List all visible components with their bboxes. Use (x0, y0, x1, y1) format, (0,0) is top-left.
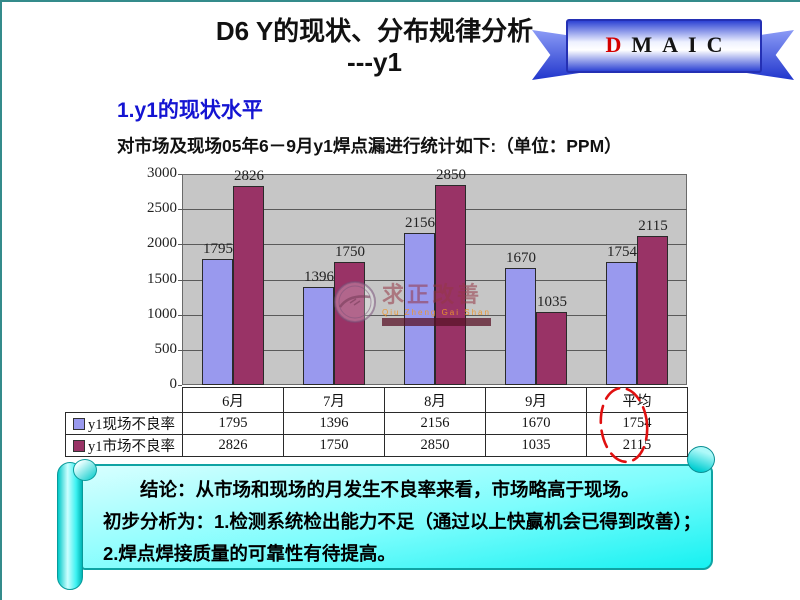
dmaic-letter: I (688, 32, 697, 57)
y-axis-tick (178, 385, 182, 386)
y-axis-tick (178, 209, 182, 210)
table-category-header: 7月 (283, 387, 385, 413)
conclusion-panel: 结论：从市场和现场的月发生不良率来看，市场略高于现场。初步分析为：1.检测系统检… (81, 464, 713, 570)
table-category-header: 8月 (384, 387, 486, 413)
y-axis-tick-label: 3000 (147, 165, 177, 181)
y-axis-tick (178, 244, 182, 245)
dmaic-letter: C (706, 32, 723, 57)
y-axis-tick-label: 2000 (147, 235, 177, 251)
y-axis-tick (178, 350, 182, 351)
watermark-text: 求正改善 Qiu Zheng Gai Shan (382, 277, 491, 326)
bar-s2-c4 (536, 312, 567, 385)
y-axis-tick (178, 315, 182, 316)
bar-value-label: 2115 (638, 218, 668, 234)
table-row: y1市场不良率 2826 1750 2850 1035 2115 (65, 434, 688, 457)
bar-s1-c3 (404, 233, 435, 385)
table-value-cell: 2156 (384, 412, 486, 435)
table-row: y1现场不良率 1795 1396 2156 1670 1754 (65, 412, 688, 435)
watermark-logo-icon (334, 280, 376, 323)
statement-text: 对市场及现场05年6－9月y1焊点漏进行统计如下:（单位：PPM） (117, 136, 622, 156)
watermark-name: 求正改善 (382, 282, 483, 307)
table-corner-cell (66, 388, 183, 413)
bar-value-label: 2156 (405, 215, 435, 231)
bar-s1-c1 (202, 259, 233, 385)
bar-s1-c4 (505, 268, 536, 385)
y-axis-tick (178, 174, 182, 175)
bar-value-label: 1035 (537, 294, 567, 310)
y-axis-tick-label: 500 (154, 341, 178, 357)
table-value-cell: 2850 (384, 434, 486, 457)
dmaic-letter: M (631, 32, 653, 57)
conclusion-line: 2.焊点焊接质量的可靠性有待提高。 (103, 543, 396, 564)
bar-s2-c3 (435, 185, 466, 385)
bar-value-label: 2850 (436, 167, 466, 183)
y-axis-tick-label: 0 (169, 376, 178, 392)
bar-value-label: 1795 (203, 241, 233, 257)
table-value-cell: 1795 (182, 412, 284, 435)
legend-swatch-icon (73, 440, 85, 452)
bar-value-label: 1754 (607, 244, 637, 260)
gridline (182, 209, 687, 210)
dmaic-letter: D (605, 32, 622, 57)
conclusion-line: 初步分析为：1.检测系统检出能力不足（通过以上快赢机会已得到改善）； (103, 511, 702, 532)
y-axis-tick-label: 1000 (147, 306, 177, 322)
bar-s2-c5 (637, 236, 668, 385)
scroll-top-left-curl-icon (73, 459, 97, 481)
table-category-header: 平均 (586, 387, 688, 413)
scroll-top-right-curl-icon (687, 446, 715, 473)
watermark: 求正改善 Qiu Zheng Gai Shan (333, 277, 491, 326)
title-line2: ---y1 (347, 47, 402, 77)
table-category-header: 9月 (485, 387, 587, 413)
conclusion-line: 结论：从市场和现场的月发生不良率来看，市场略高于现场。 (140, 479, 640, 500)
legend-cell: y1市场不良率 (65, 434, 183, 457)
y-axis-tick-label: 1500 (147, 271, 177, 287)
table-value-cell: 1750 (283, 434, 385, 457)
table-value-cell: 1670 (485, 412, 587, 435)
title-line1: D6 Y的现状、分布规律分析 (215, 16, 534, 46)
y-axis-tick-label: 2500 (147, 200, 177, 216)
bar-value-label: 1670 (506, 250, 536, 266)
bar-value-label: 2826 (234, 168, 264, 184)
bar-value-label: 1396 (304, 269, 334, 285)
y-axis-tick (178, 280, 182, 281)
watermark-pinyin: Qiu Zheng Gai Shan (382, 308, 491, 317)
dmaic-letter: A (662, 32, 679, 57)
scroll-left-roll-icon (57, 462, 83, 590)
watermark-tagline-bar (382, 318, 491, 326)
section-heading: 1.y1的现状水平 (117, 99, 263, 122)
table-value-cell: 1035 (485, 434, 587, 457)
table-value-cell: 2115 (586, 434, 688, 457)
table-category-header: 6月 (182, 387, 284, 413)
legend-swatch-icon (73, 418, 85, 430)
legend-cell: y1现场不良率 (65, 412, 183, 435)
table-value-cell: 2826 (182, 434, 284, 457)
chart: 6月 7月 8月 9月 平均 y1现场不良率 1795 1396 2156 1670 1754 y1市… (65, 165, 695, 472)
chart-table: 6月 7月 8月 9月 平均 y1现场不良率 1795 1396 2156 1670 1754 y1市… (65, 387, 688, 457)
conclusion-scroll: 结论：从市场和现场的月发生不良率来看，市场略高于现场。初步分析为：1.检测系统检… (57, 446, 725, 598)
bar-s1-c5 (606, 262, 637, 385)
table-value-cell: 1396 (283, 412, 385, 435)
bar-s2-c1 (233, 186, 264, 385)
bar-s1-c2 (303, 287, 334, 385)
slide-title: D6 Y的现状、分布规律分析 ---y1 (152, 16, 597, 78)
red-circle-annotation (599, 386, 649, 464)
table-value-cell: 1754 (586, 412, 688, 435)
bar-value-label: 1750 (335, 244, 365, 260)
